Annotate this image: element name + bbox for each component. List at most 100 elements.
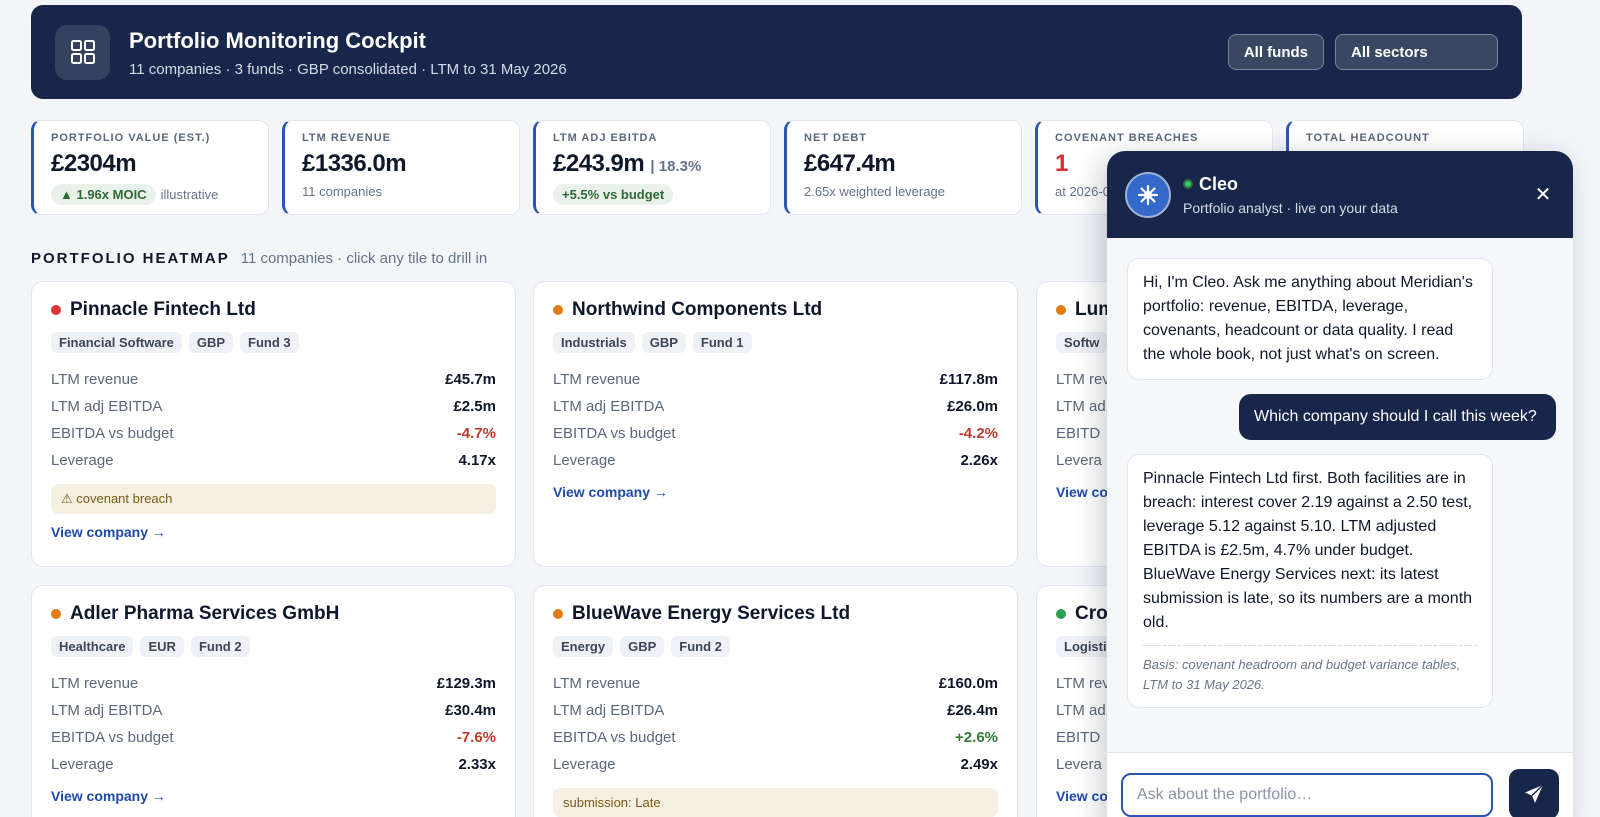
metric-label: LTM adj EBITDA <box>51 702 163 719</box>
company-name: BlueWave Energy Services Ltd <box>572 603 851 624</box>
metric-label: LTM revenue <box>553 371 641 388</box>
fund-tag: Fund 2 <box>671 636 730 657</box>
view-company-link[interactable]: View company → <box>51 524 166 540</box>
page-title: Portfolio Monitoring Cockpit <box>129 27 426 53</box>
chat-input[interactable] <box>1121 773 1493 817</box>
metric-label: LTM adj EBITDA <box>553 398 665 415</box>
sectors-filter[interactable]: All sectors <box>1335 34 1498 70</box>
company-card-adler[interactable]: Adler Pharma Services GmbH Healthcare EU… <box>31 585 516 817</box>
company-card-pinnacle[interactable]: Pinnacle Fintech Ltd Financial Software … <box>31 281 516 567</box>
funds-filter[interactable]: All funds <box>1227 34 1324 70</box>
status-dot <box>553 609 563 619</box>
assistant-role: Portfolio analyst · live on your data <box>1183 199 1398 216</box>
kpi-sub: 2.65x weighted leverage <box>804 184 945 199</box>
kpi-label: PORTFOLIO VALUE (EST.) <box>51 132 211 144</box>
kpi-label: TOTAL HEADCOUNT <box>1306 132 1430 144</box>
budget-variance-value: +2.6% <box>955 729 998 746</box>
status-dot <box>51 609 61 619</box>
metric-label: LTM ad <box>1056 702 1106 719</box>
metric-label: LTM revenue <box>51 675 139 692</box>
metric-label: EBITDA vs budget <box>51 729 174 746</box>
close-icon[interactable]: ✕ <box>1534 184 1552 206</box>
metric-label: EBITDA vs budget <box>553 425 676 442</box>
section-title: PORTFOLIO HEATMAP <box>31 250 230 267</box>
metric-row: Leverage 2.26x <box>553 447 998 474</box>
metric-row: EBITDA vs budget -7.6% <box>51 724 496 751</box>
metric-label: EBITDA vs budget <box>51 425 174 442</box>
company-name: Lum <box>1075 299 1116 320</box>
metric-label: LTM adj EBITDA <box>553 702 665 719</box>
ebitda-value: £26.0m <box>947 398 998 415</box>
metric-label: Leverage <box>51 756 114 773</box>
kpi-sub: at 2026-0 <box>1055 184 1110 199</box>
metric-label: Levera <box>1056 452 1102 469</box>
revenue-value: £45.7m <box>445 371 496 388</box>
sector-tag: Softw <box>1056 332 1108 353</box>
ebitda-value: £2.5m <box>453 398 496 415</box>
kpi-portfolio-value: PORTFOLIO VALUE (EST.) £2304m ▲ 1.96x MO… <box>31 120 269 215</box>
ebitda-value: £26.4m <box>947 702 998 719</box>
view-company-link[interactable]: View company → <box>51 788 166 804</box>
user-message: Which company should I call this week? <box>1239 394 1556 440</box>
metric-label: LTM revenue <box>553 675 641 692</box>
kpi-ltm-ebitda: LTM ADJ EBITDA £243.9m | 18.3% +5.5% vs … <box>533 120 771 215</box>
metric-label: Levera <box>1056 756 1102 773</box>
status-dot <box>51 305 61 315</box>
company-name: Adler Pharma Services GmbH <box>70 603 340 624</box>
kpi-ltm-revenue: LTM REVENUE £1336.0m 11 companies <box>282 120 520 215</box>
leverage-value: 2.33x <box>458 756 496 773</box>
metric-label: LTM rev <box>1056 675 1110 692</box>
assistant-avatar <box>1125 171 1171 218</box>
leverage-value: 2.26x <box>960 452 998 469</box>
send-button[interactable] <box>1509 769 1559 817</box>
metric-row: Leverage 4.17x <box>51 447 496 474</box>
moic-pill: ▲ 1.96x MOIC <box>51 184 156 205</box>
view-company-link[interactable]: View co <box>1056 484 1108 500</box>
assistant-name: Cleo <box>1199 173 1239 194</box>
chat-panel: Cleo Portfolio analyst · live on your da… <box>1107 151 1573 817</box>
revenue-value: £117.8m <box>939 371 998 388</box>
kpi-value: £2304m <box>51 150 137 177</box>
metric-label: EBITD <box>1056 729 1101 746</box>
metric-label: EBITDA vs budget <box>553 729 676 746</box>
assistant-message: Hi, I'm Cleo. Ask me anything about Meri… <box>1127 258 1493 380</box>
company-name: Cro <box>1075 603 1108 624</box>
company-name: Pinnacle Fintech Ltd <box>70 299 256 320</box>
kpi-net-debt: NET DEBT £647.4m 2.65x weighted leverage <box>784 120 1022 215</box>
currency-tag: EUR <box>140 636 184 657</box>
status-dot <box>1056 609 1066 619</box>
covenant-alert: ⚠ covenant breach <box>51 484 496 514</box>
metric-row: EBITD <box>1056 420 1501 447</box>
ebitda-value: £30.4m <box>445 702 496 719</box>
view-company-link[interactable]: View co <box>1056 788 1108 804</box>
sector-tag: Energy <box>553 636 614 657</box>
grid-icon <box>55 24 110 80</box>
message-basis: Basis: covenant headroom and budget vari… <box>1143 645 1477 695</box>
kpi-label: LTM ADJ EBITDA <box>553 132 658 144</box>
metric-label: LTM revenue <box>51 371 139 388</box>
leverage-value: 4.17x <box>458 452 496 469</box>
metric-row: LTM adj EBITDA £26.0m <box>553 393 998 420</box>
leverage-value: 2.49x <box>960 756 998 773</box>
metric-row: LTM revenue £45.7m <box>51 366 496 393</box>
metric-row: Levera <box>1056 447 1501 474</box>
revenue-value: £160.0m <box>938 675 998 692</box>
metric-row: Levera <box>1056 751 1501 778</box>
kpi-label: COVENANT BREACHES <box>1055 132 1199 144</box>
view-company-link[interactable]: View company → <box>553 484 668 500</box>
top-header: Portfolio Monitoring Cockpit 11 companie… <box>31 5 1522 99</box>
revenue-value: £129.3m <box>436 675 496 692</box>
metric-row: LTM rev <box>1056 366 1501 393</box>
metric-row: LTM ad <box>1056 393 1501 420</box>
metric-row: EBITDA vs budget -4.2% <box>553 420 998 447</box>
currency-tag: GBP <box>641 332 686 353</box>
company-card-bluewave[interactable]: BlueWave Energy Services Ltd Energy GBP … <box>533 585 1018 817</box>
currency-tag: GBP <box>620 636 665 657</box>
sector-tag: Financial Software <box>51 332 182 353</box>
kpi-value: £243.9m <box>553 150 645 177</box>
metric-row: EBITDA vs budget +2.6% <box>553 724 998 751</box>
page-subtitle: 11 companies · 3 funds · GBP consolidate… <box>129 60 567 78</box>
company-card-northwind[interactable]: Northwind Components Ltd Industrials GBP… <box>533 281 1018 567</box>
metric-row: LTM revenue £129.3m <box>51 670 496 697</box>
company-name: Northwind Components Ltd <box>572 299 823 320</box>
